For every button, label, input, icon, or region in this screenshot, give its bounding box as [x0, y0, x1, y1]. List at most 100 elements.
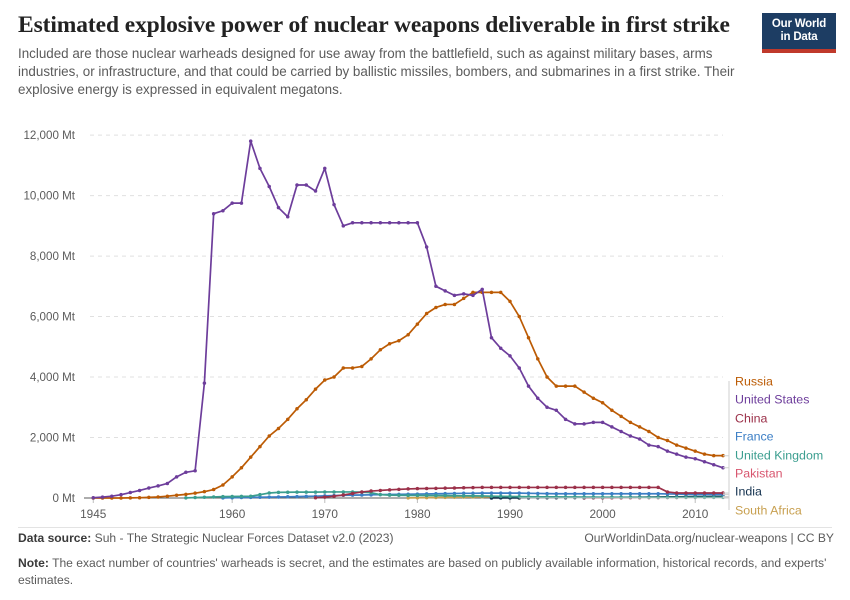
data-point[interactable]	[350, 491, 355, 496]
data-point[interactable]	[461, 292, 466, 296]
data-point[interactable]	[267, 184, 271, 189]
data-point[interactable]	[443, 302, 447, 307]
data-point[interactable]	[230, 201, 234, 205]
data-point[interactable]	[184, 496, 188, 500]
data-point[interactable]	[211, 495, 216, 499]
legend-label-france[interactable]: France	[735, 430, 774, 444]
data-point[interactable]	[619, 414, 623, 419]
data-point[interactable]	[323, 166, 327, 171]
data-point[interactable]	[387, 488, 392, 492]
data-point[interactable]	[684, 455, 688, 459]
data-point[interactable]	[341, 493, 346, 497]
data-point[interactable]	[554, 384, 559, 388]
data-point[interactable]	[684, 491, 688, 495]
data-point[interactable]	[582, 485, 586, 490]
data-point[interactable]	[674, 491, 679, 495]
data-point[interactable]	[323, 490, 327, 494]
data-point[interactable]	[285, 495, 290, 499]
data-point[interactable]	[619, 429, 623, 434]
data-point[interactable]	[304, 494, 309, 499]
data-point[interactable]	[573, 422, 577, 426]
data-point[interactable]	[387, 493, 392, 497]
data-point[interactable]	[406, 496, 410, 500]
data-point[interactable]	[517, 314, 522, 319]
data-point[interactable]	[647, 443, 651, 447]
data-point[interactable]	[295, 490, 299, 494]
data-point[interactable]	[536, 357, 540, 361]
data-point[interactable]	[174, 493, 179, 498]
data-point[interactable]	[323, 495, 327, 499]
data-point[interactable]	[313, 387, 318, 391]
data-point[interactable]	[360, 364, 364, 369]
data-point[interactable]	[554, 485, 559, 490]
data-point[interactable]	[258, 495, 262, 499]
data-point[interactable]	[647, 485, 651, 490]
data-point[interactable]	[489, 290, 494, 295]
data-point[interactable]	[248, 139, 253, 143]
data-point[interactable]	[489, 491, 494, 495]
data-point[interactable]	[647, 492, 651, 496]
data-point[interactable]	[434, 486, 438, 491]
data-point[interactable]	[406, 221, 410, 225]
data-point[interactable]	[276, 495, 281, 499]
data-point[interactable]	[471, 293, 475, 298]
data-point[interactable]	[193, 491, 197, 495]
data-point[interactable]	[369, 489, 373, 493]
data-point[interactable]	[443, 493, 447, 498]
data-point[interactable]	[211, 487, 216, 492]
data-point[interactable]	[360, 490, 364, 494]
data-point[interactable]	[536, 396, 540, 400]
data-point[interactable]	[471, 290, 475, 295]
data-point[interactable]	[341, 490, 346, 494]
data-point[interactable]	[508, 354, 512, 358]
data-point[interactable]	[147, 495, 151, 500]
data-point[interactable]	[674, 495, 679, 500]
data-point[interactable]	[184, 470, 188, 475]
data-point[interactable]	[647, 429, 651, 434]
data-point[interactable]	[304, 397, 309, 402]
data-point[interactable]	[545, 491, 549, 496]
data-point[interactable]	[637, 425, 642, 429]
data-point[interactable]	[267, 434, 271, 438]
data-point[interactable]	[184, 492, 188, 497]
data-point[interactable]	[285, 215, 290, 219]
data-point[interactable]	[119, 492, 123, 497]
data-point[interactable]	[406, 493, 410, 498]
data-point[interactable]	[563, 492, 568, 496]
data-point[interactable]	[415, 493, 420, 498]
data-point[interactable]	[711, 491, 716, 495]
data-point[interactable]	[498, 485, 503, 490]
data-point[interactable]	[619, 485, 623, 490]
data-point[interactable]	[480, 287, 484, 292]
data-point[interactable]	[341, 366, 346, 370]
data-point[interactable]	[461, 485, 466, 490]
data-point[interactable]	[471, 491, 475, 496]
data-point[interactable]	[452, 493, 457, 498]
data-point[interactable]	[702, 452, 707, 456]
data-point[interactable]	[424, 493, 429, 498]
data-point[interactable]	[684, 495, 688, 500]
data-point[interactable]	[563, 485, 568, 490]
data-point[interactable]	[693, 495, 697, 500]
data-point[interactable]	[276, 205, 281, 210]
data-point[interactable]	[230, 494, 234, 499]
data-point[interactable]	[221, 494, 225, 499]
data-point[interactable]	[323, 378, 327, 382]
data-point[interactable]	[591, 485, 596, 490]
data-point[interactable]	[313, 490, 318, 494]
data-point[interactable]	[489, 485, 494, 490]
data-point[interactable]	[211, 211, 216, 216]
data-point[interactable]	[461, 491, 466, 496]
data-point[interactable]	[387, 342, 392, 346]
data-point[interactable]	[591, 396, 596, 400]
data-point[interactable]	[202, 495, 207, 499]
data-point[interactable]	[665, 495, 670, 500]
data-point[interactable]	[258, 166, 262, 171]
data-point[interactable]	[702, 491, 707, 495]
data-point[interactable]	[397, 221, 401, 225]
legend-label-china[interactable]: China	[735, 412, 767, 426]
data-point[interactable]	[452, 486, 457, 490]
chart-plot-area[interactable]: 0 Mt 2,000 Mt 4,000 Mt 6,000 Mt 8,000 Mt 10,0…	[0, 108, 850, 523]
data-point[interactable]	[637, 485, 642, 490]
data-point[interactable]	[110, 494, 114, 498]
